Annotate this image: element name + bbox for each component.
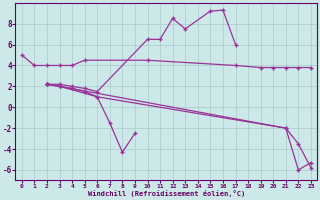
X-axis label: Windchill (Refroidissement éolien,°C): Windchill (Refroidissement éolien,°C): [88, 190, 245, 197]
